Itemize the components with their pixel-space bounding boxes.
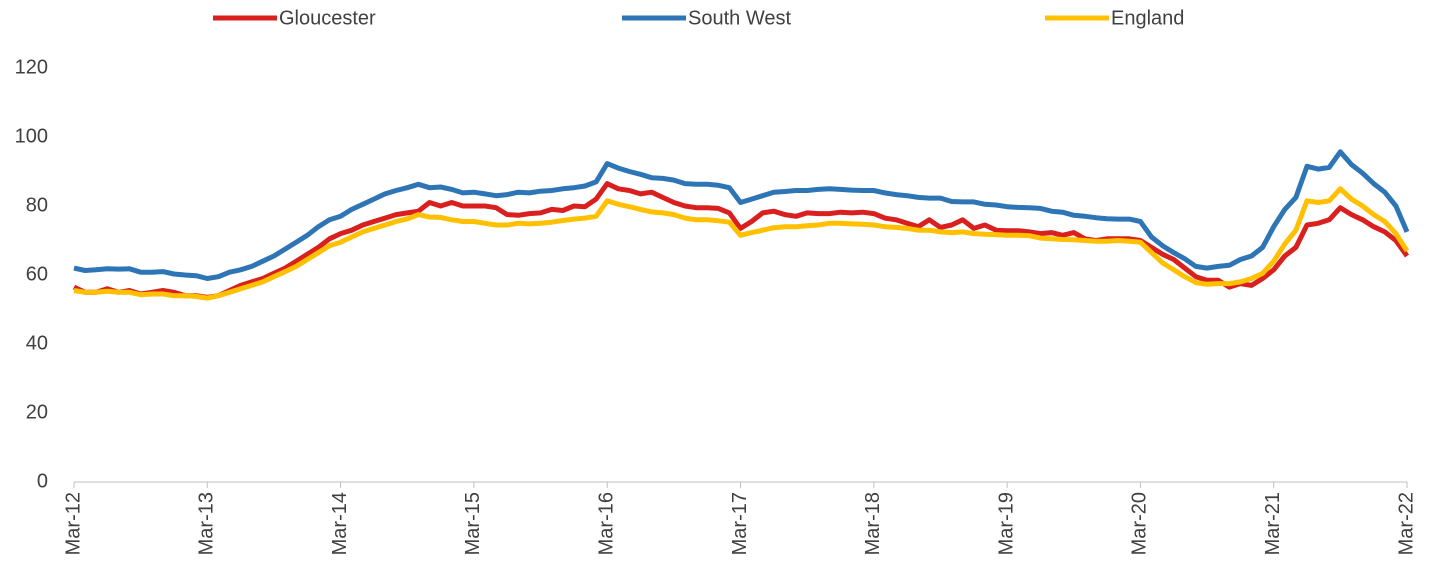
series-line — [72, 181, 1410, 300]
x-tick-label: Mar-16 — [595, 492, 617, 555]
x-tick-label: Mar-14 — [329, 492, 351, 555]
x-tick-label: Mar-20 — [1129, 492, 1151, 555]
x-tick-label: Mar-18 — [862, 492, 884, 555]
y-tick-label: 100 — [15, 125, 48, 147]
x-tick-label: Mar-17 — [729, 492, 751, 555]
x-tick-label: Mar-19 — [995, 492, 1017, 555]
x-tick-label: Mar-21 — [1262, 492, 1284, 555]
y-tick-label: 60 — [26, 263, 48, 285]
x-tick-label: Mar-22 — [1395, 492, 1417, 555]
legend-label: South West — [688, 7, 791, 29]
x-tick-label: Mar-13 — [196, 492, 218, 555]
y-tick-label: 40 — [26, 332, 48, 354]
series-line — [73, 149, 1410, 281]
legend-label: Gloucester — [279, 7, 376, 29]
legend-label: England — [1111, 7, 1184, 29]
y-tick-label: 0 — [37, 470, 48, 492]
x-tick-label: Mar-15 — [462, 492, 484, 555]
y-tick-label: 80 — [26, 194, 48, 216]
y-tick-label: 120 — [15, 56, 48, 78]
y-tick-label: 20 — [26, 401, 48, 423]
x-tick-label: Mar-12 — [62, 492, 84, 555]
series-line — [73, 186, 1410, 301]
